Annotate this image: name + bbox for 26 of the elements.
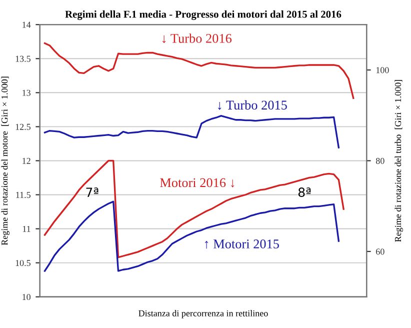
- annotation: 7ª: [86, 188, 98, 197]
- series-label: ↓ Turbo 2016: [162, 34, 232, 44]
- line-series: [44, 114, 340, 148]
- y2-tick-label: 100: [376, 67, 389, 74]
- y2-axis-title: Regime di rotazione del turbo [Giri × 1.000]: [394, 80, 403, 242]
- y-tick-label: 12.5: [16, 124, 30, 130]
- y-axis-title: Regime di rotazione del motore [Giri × 1.000]: [1, 76, 10, 246]
- series-label: ↓ Turbo 2015: [218, 100, 287, 110]
- y-tick-label: 13: [22, 90, 30, 96]
- line-series: [44, 160, 344, 258]
- y-tick-label: 10: [22, 294, 30, 300]
- y-tick-label: 10.5: [16, 260, 30, 266]
- y-tick-label: 11: [22, 226, 30, 232]
- y-tick-label: 13.5: [16, 56, 30, 62]
- series-label: ↑ Motori 2015: [204, 240, 279, 249]
- y-tick-label: 12: [22, 158, 30, 164]
- y2-tick-label: 60: [376, 248, 384, 255]
- y2-tick-label: 80: [376, 158, 384, 164]
- x-axis-title: Distanza di percorrenza in rettilineo: [138, 310, 268, 318]
- y-tick-label: 14: [22, 22, 31, 28]
- series-label: Motori 2016 ↓: [160, 178, 234, 188]
- y-tick-label: 11.5: [16, 192, 30, 198]
- line-series: [44, 42, 354, 99]
- chart-title: Regimi della F.1 media - Progresso dei motori dal 2015 al 2016: [65, 10, 342, 20]
- line-series: [44, 200, 340, 272]
- annotation: 8ª: [298, 188, 311, 198]
